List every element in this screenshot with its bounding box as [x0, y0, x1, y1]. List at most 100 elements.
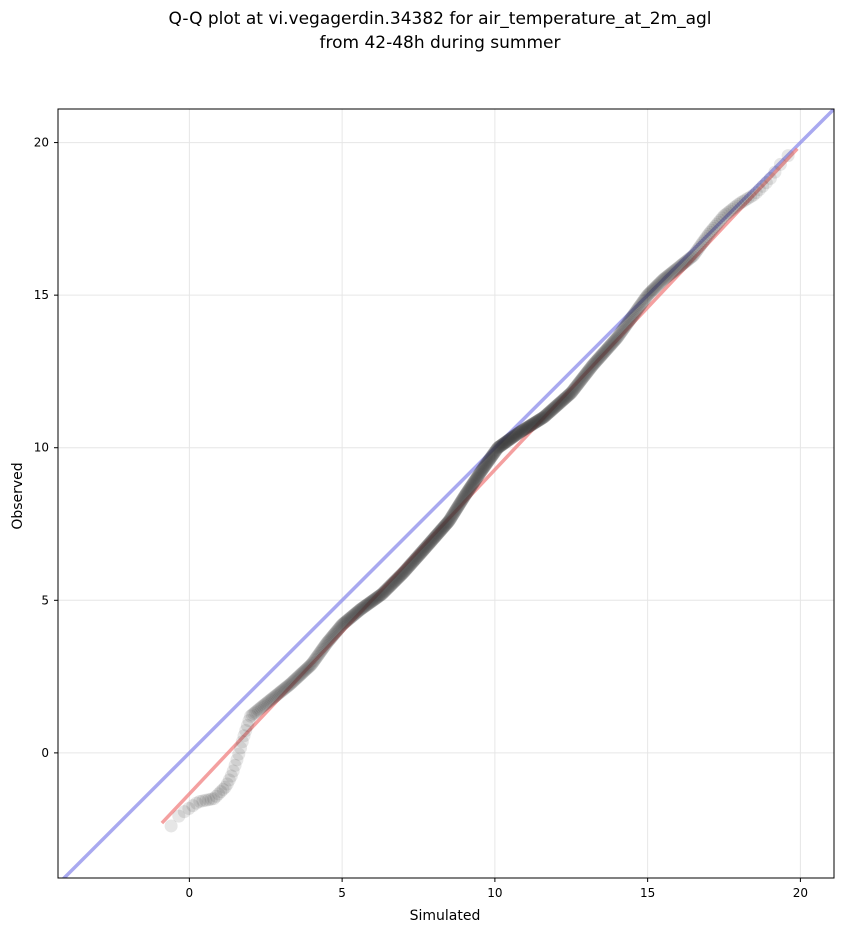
qq-point — [240, 719, 254, 733]
qq-point — [677, 256, 691, 270]
qq-point — [334, 619, 348, 633]
qq-point — [442, 513, 456, 527]
qq-point — [464, 479, 478, 493]
qq-point — [337, 616, 351, 630]
reference-lines — [61, 109, 834, 878]
qq-point — [381, 581, 395, 595]
qq-point — [454, 495, 468, 509]
qq-point — [193, 794, 207, 808]
qq-point — [773, 157, 787, 171]
qq-point — [230, 753, 244, 767]
qq-point — [715, 211, 729, 225]
qq-point — [214, 785, 228, 799]
qq-point — [495, 438, 509, 452]
qq-point — [373, 588, 387, 602]
qq-point — [257, 698, 271, 712]
qq-point — [666, 265, 680, 279]
qq-point — [380, 582, 394, 596]
qq-point — [420, 539, 434, 553]
qq-point — [618, 319, 632, 333]
qq-point — [218, 780, 232, 794]
qq-point — [620, 317, 634, 331]
qq-point — [518, 422, 532, 436]
qq-point — [297, 665, 311, 679]
qq-point — [224, 769, 238, 783]
qq-point — [378, 584, 392, 598]
qq-point — [746, 188, 760, 202]
qq-point — [207, 792, 221, 806]
qq-point — [285, 675, 299, 689]
qq-point — [364, 595, 378, 609]
qq-point — [507, 429, 521, 443]
qq-point — [406, 555, 420, 569]
qq-point — [311, 648, 325, 662]
qq-point — [390, 572, 404, 586]
qq-point — [313, 645, 327, 659]
qq-point — [439, 517, 453, 531]
qq-point — [681, 253, 695, 267]
qq-point — [248, 705, 262, 719]
qq-point — [645, 283, 659, 297]
qq-point — [721, 206, 735, 220]
qq-point — [548, 400, 562, 414]
qq-point — [387, 575, 401, 589]
qq-point — [550, 398, 564, 412]
qq-point — [586, 358, 600, 372]
qq-point — [228, 758, 242, 772]
qq-point — [540, 408, 554, 422]
qq-point — [308, 652, 322, 666]
qq-point — [461, 483, 475, 497]
y-axis-ticks: 0 5 10 15 20 — [34, 136, 58, 760]
qq-point — [491, 441, 505, 455]
qq-point — [472, 468, 486, 482]
qq-point — [424, 534, 438, 548]
qq-point — [533, 413, 547, 427]
qq-point — [537, 410, 551, 424]
qq-point — [597, 345, 611, 359]
qq-point — [672, 260, 686, 274]
qq-point — [736, 194, 750, 208]
qq-point — [649, 280, 663, 294]
qq-point — [276, 683, 290, 697]
qq-point — [401, 560, 415, 574]
qq-point — [578, 369, 592, 383]
qq-point — [444, 510, 458, 524]
qq-point — [595, 348, 609, 362]
y-tick-label: 15 — [34, 288, 49, 302]
qq-point — [300, 662, 314, 676]
qq-point — [626, 309, 640, 323]
qq-point — [513, 425, 527, 439]
qq-point — [643, 286, 657, 300]
qq-point — [580, 366, 594, 380]
qq-point — [678, 255, 692, 269]
qq-point — [343, 611, 357, 625]
qq-point — [388, 574, 402, 588]
qq-point — [267, 690, 281, 704]
qq-point — [402, 559, 416, 573]
qq-point — [389, 573, 403, 587]
qq-point — [570, 379, 584, 393]
qq-point — [483, 452, 497, 466]
qq-point — [321, 634, 335, 648]
qq-point — [327, 628, 341, 642]
qq-point — [237, 729, 251, 743]
qq-point — [469, 471, 483, 485]
qq-point — [639, 290, 653, 304]
qq-point — [562, 388, 576, 402]
qq-point — [454, 494, 468, 508]
qq-point — [459, 488, 473, 502]
qq-point — [442, 514, 456, 528]
qq-point — [731, 197, 745, 211]
qq-point — [622, 314, 636, 328]
qq-point — [561, 389, 575, 403]
qq-point — [499, 435, 513, 449]
qq-point — [355, 602, 369, 616]
qq-point — [480, 456, 494, 470]
qq-point — [703, 225, 717, 239]
qq-point — [399, 562, 413, 576]
qq-point — [360, 598, 374, 612]
qq-point — [385, 577, 399, 591]
qq-point — [463, 481, 477, 495]
qq-point — [336, 617, 350, 631]
qq-point — [370, 591, 384, 605]
